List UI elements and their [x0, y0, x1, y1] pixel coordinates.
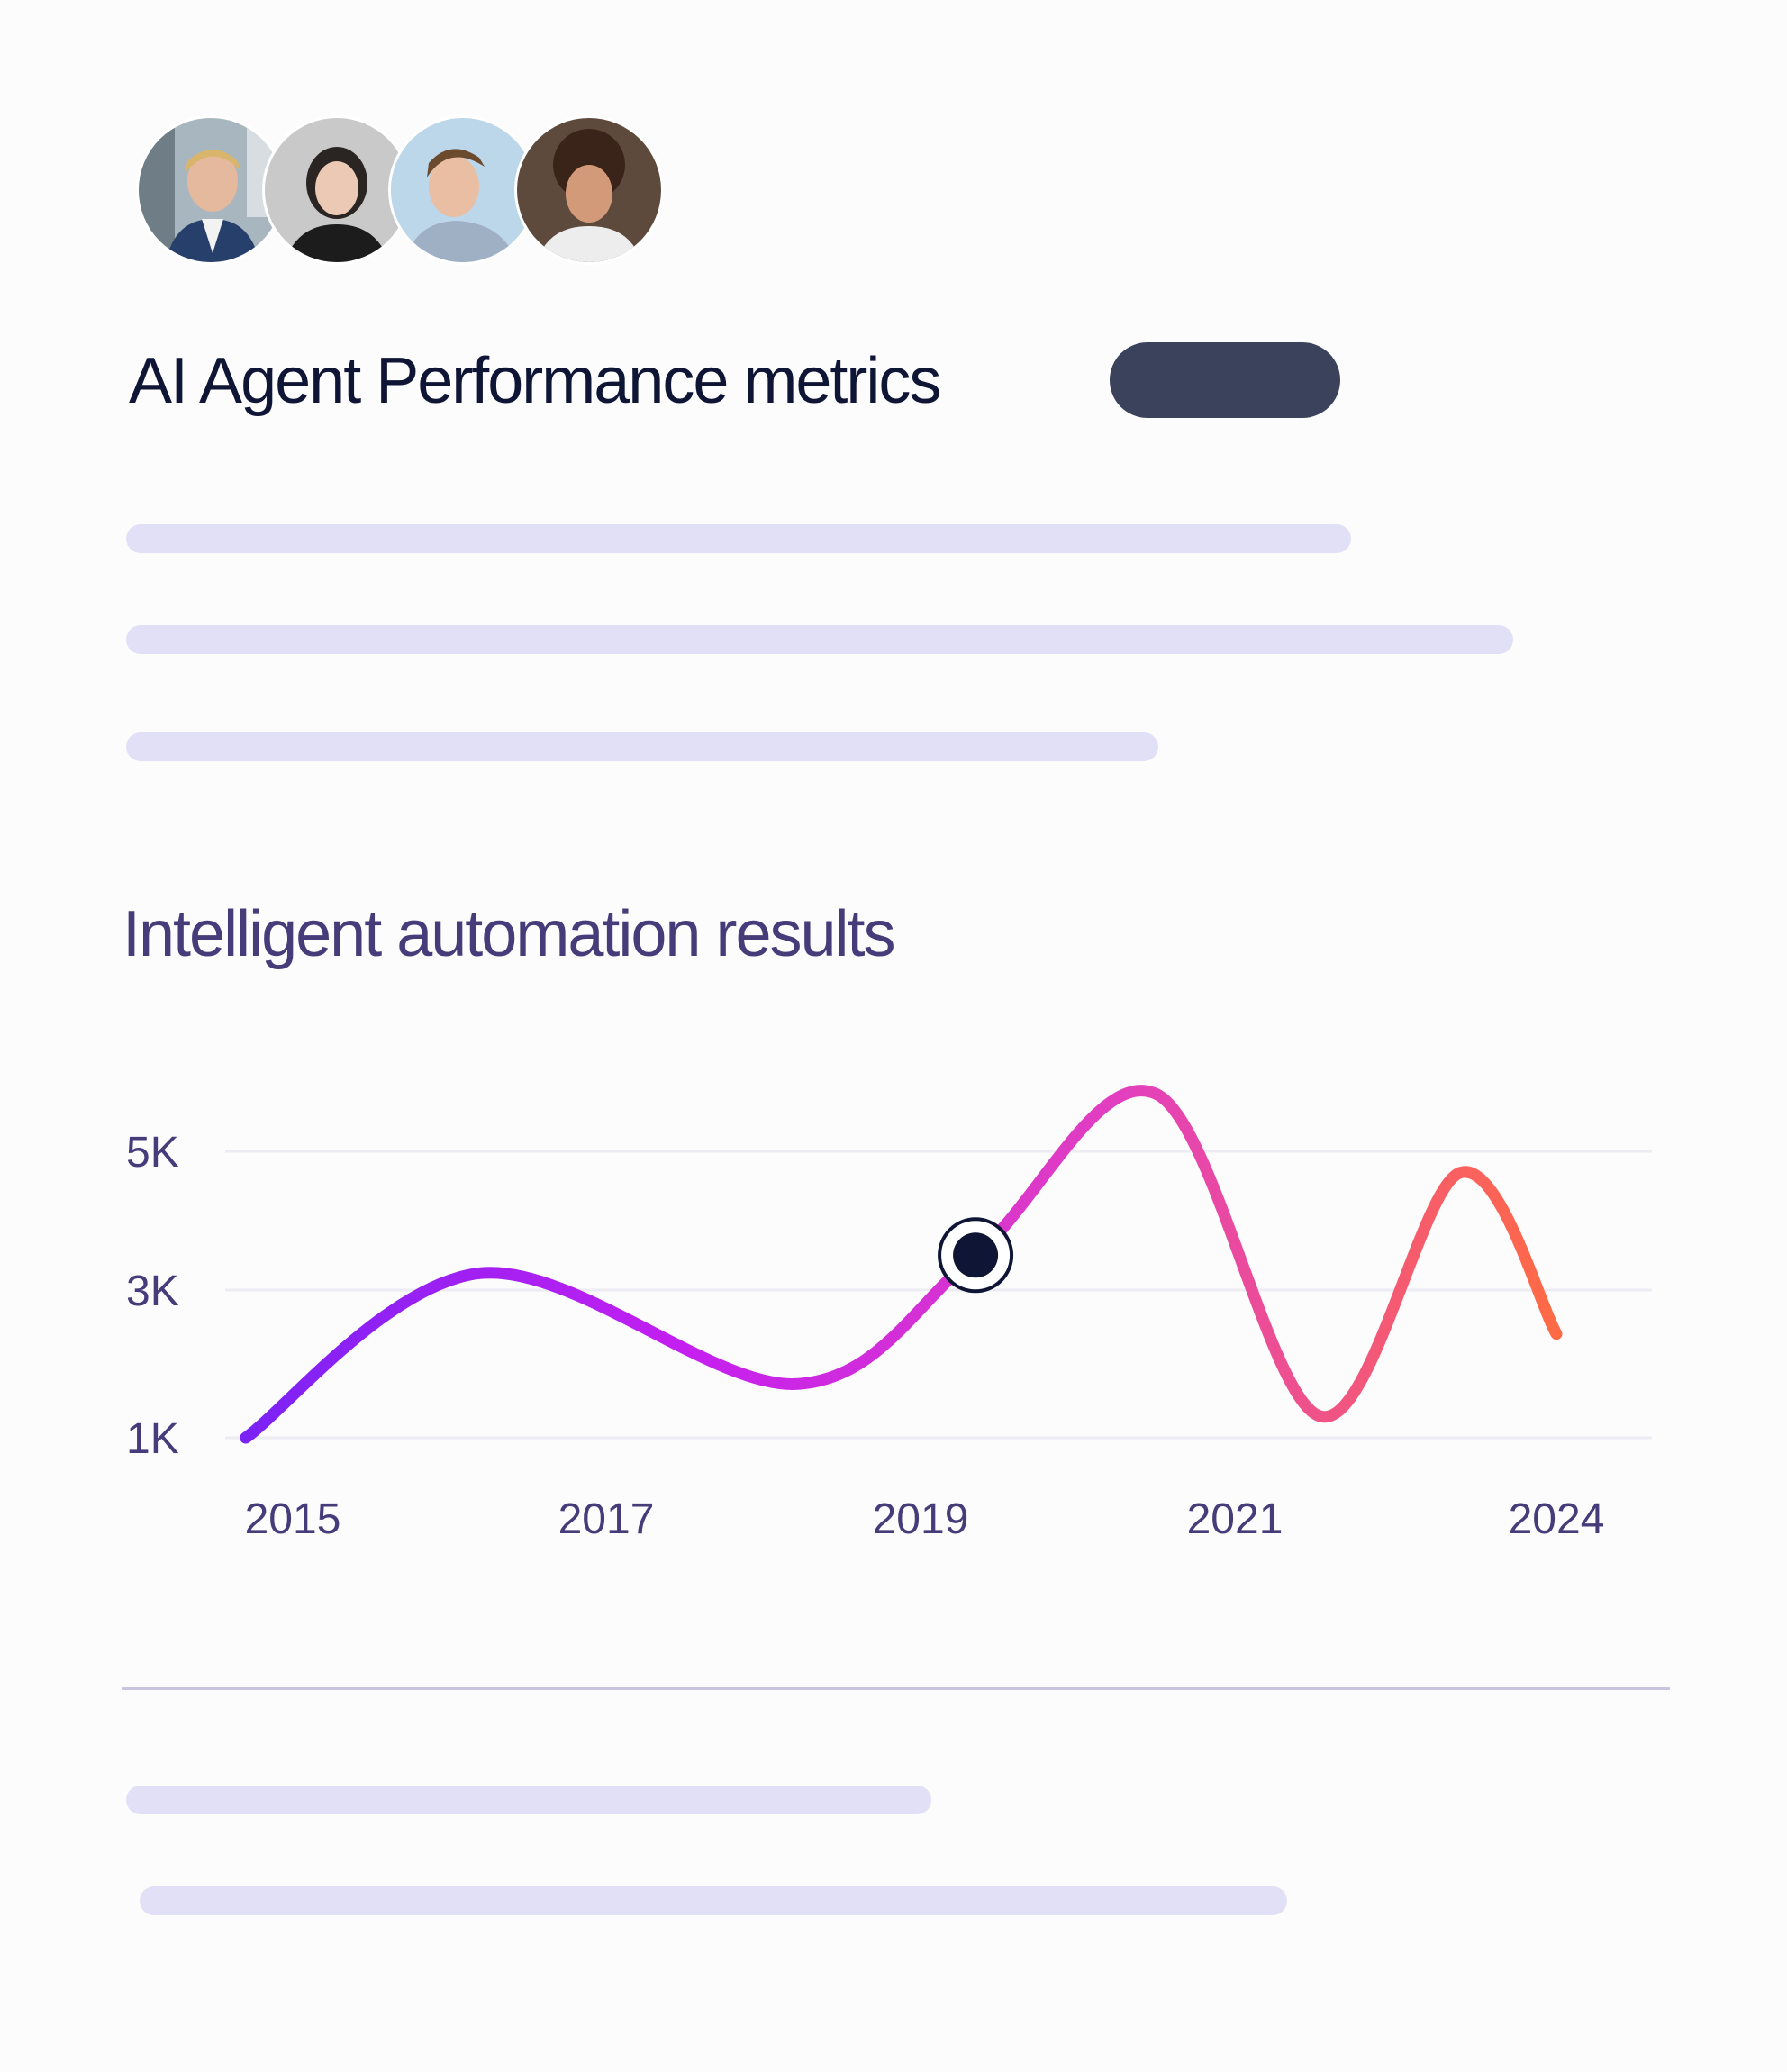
text-placeholder-bar — [126, 625, 1513, 654]
highlight-point-marker[interactable] — [938, 1217, 1014, 1294]
page-title: AI Agent Performance metrics — [129, 345, 941, 417]
series-line — [240, 1085, 1563, 1444]
text-placeholder-bar — [126, 1786, 931, 1814]
text-placeholder-bar — [126, 524, 1351, 553]
avatar[interactable] — [139, 118, 283, 262]
y-tick-label: 1K — [126, 1415, 179, 1463]
x-tick-label: 2021 — [1187, 1495, 1284, 1543]
y-tick-label: 5K — [126, 1129, 179, 1177]
x-tick-label: 2015 — [245, 1495, 341, 1543]
line-chart: 5K 3K 1K 2015 2017 2019 2021 2024 — [126, 1085, 1652, 1543]
avatar[interactable] — [265, 118, 409, 262]
text-placeholder-bar — [140, 1886, 1287, 1915]
text-placeholder-bar — [126, 732, 1158, 761]
section-divider — [122, 1687, 1670, 1690]
avatar[interactable] — [391, 118, 535, 262]
status-pill[interactable] — [1110, 342, 1340, 418]
avatar[interactable] — [517, 118, 661, 262]
chart-title: Intelligent automation results — [122, 898, 896, 970]
x-tick-label: 2024 — [1509, 1495, 1605, 1543]
y-tick-label: 3K — [126, 1268, 179, 1315]
x-tick-label: 2019 — [873, 1495, 969, 1543]
x-tick-label: 2017 — [558, 1495, 655, 1543]
